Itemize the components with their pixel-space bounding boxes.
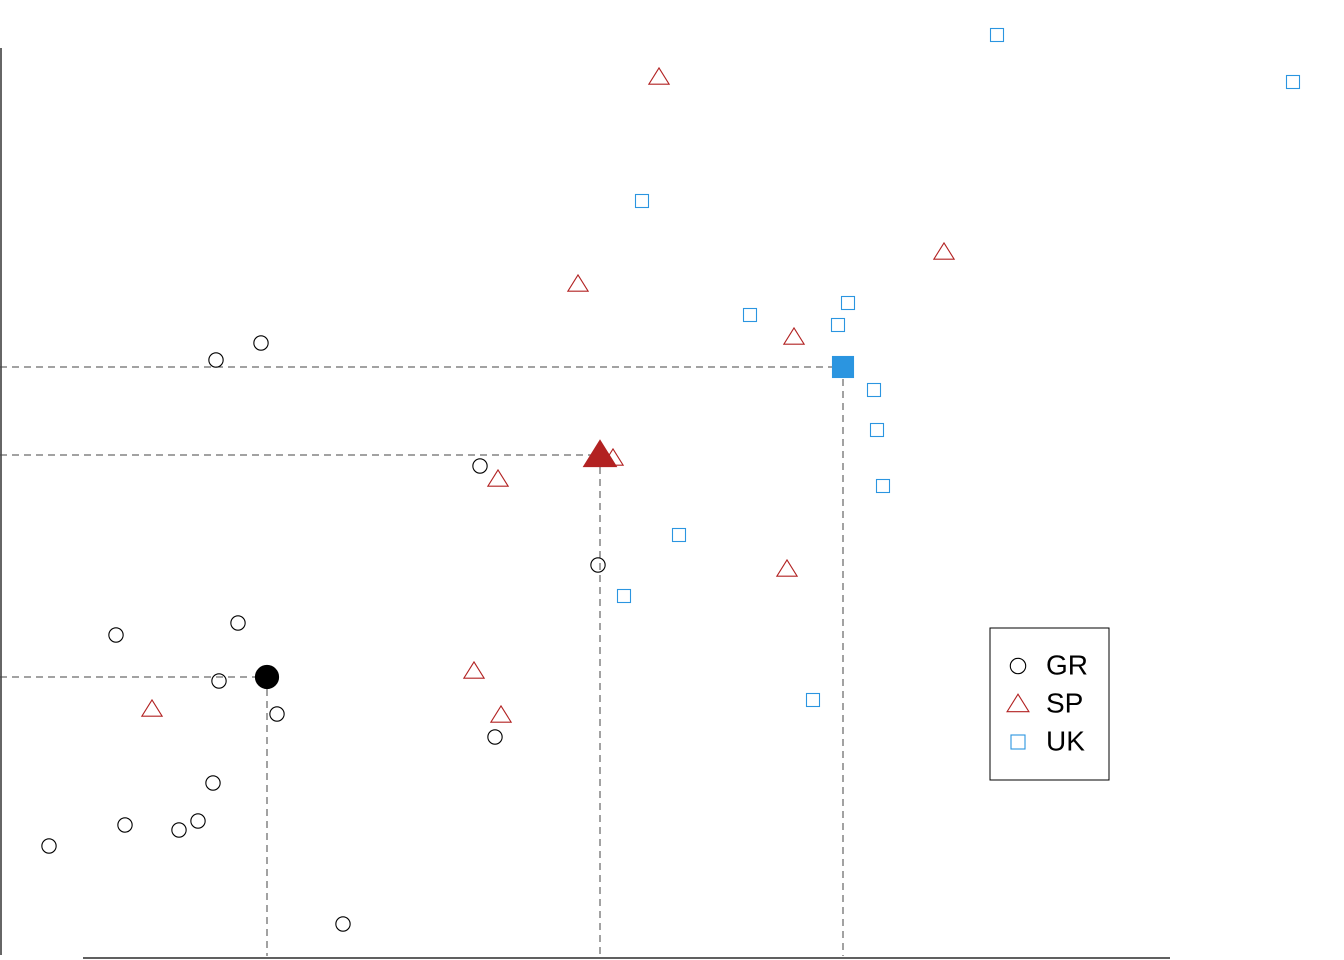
point (840, 295, 856, 311)
point (335, 916, 351, 932)
point (742, 307, 758, 323)
point (830, 317, 846, 333)
mean-point (254, 664, 280, 690)
point (805, 692, 821, 708)
legend-marker (1006, 693, 1030, 713)
point (253, 335, 269, 351)
point (616, 588, 632, 604)
point (875, 478, 891, 494)
mean-point (831, 355, 855, 379)
point (782, 326, 806, 345)
legend-marker (1010, 734, 1026, 750)
point (932, 241, 956, 260)
point (647, 66, 671, 85)
legend-marker (1009, 657, 1027, 675)
legend-box (989, 627, 1110, 781)
point (489, 704, 513, 723)
point (590, 557, 606, 573)
point (269, 706, 285, 722)
point (472, 458, 488, 474)
point (190, 813, 206, 829)
point (117, 817, 133, 833)
point (140, 698, 164, 717)
point (775, 558, 799, 577)
legend-label: UK (1046, 725, 1085, 756)
point (1285, 74, 1301, 90)
point (671, 527, 687, 543)
point (41, 838, 57, 854)
point (205, 775, 221, 791)
point (486, 468, 510, 487)
point (566, 273, 590, 292)
legend-label: SP (1046, 687, 1083, 718)
point (866, 382, 882, 398)
point (211, 673, 227, 689)
point (869, 422, 885, 438)
point (462, 660, 486, 679)
point (634, 193, 650, 209)
point (208, 352, 224, 368)
point (230, 615, 246, 631)
point (171, 822, 187, 838)
point (108, 627, 124, 643)
legend-label: GR (1046, 649, 1088, 680)
mean-point (582, 439, 618, 468)
point (487, 729, 503, 745)
point (989, 27, 1005, 43)
